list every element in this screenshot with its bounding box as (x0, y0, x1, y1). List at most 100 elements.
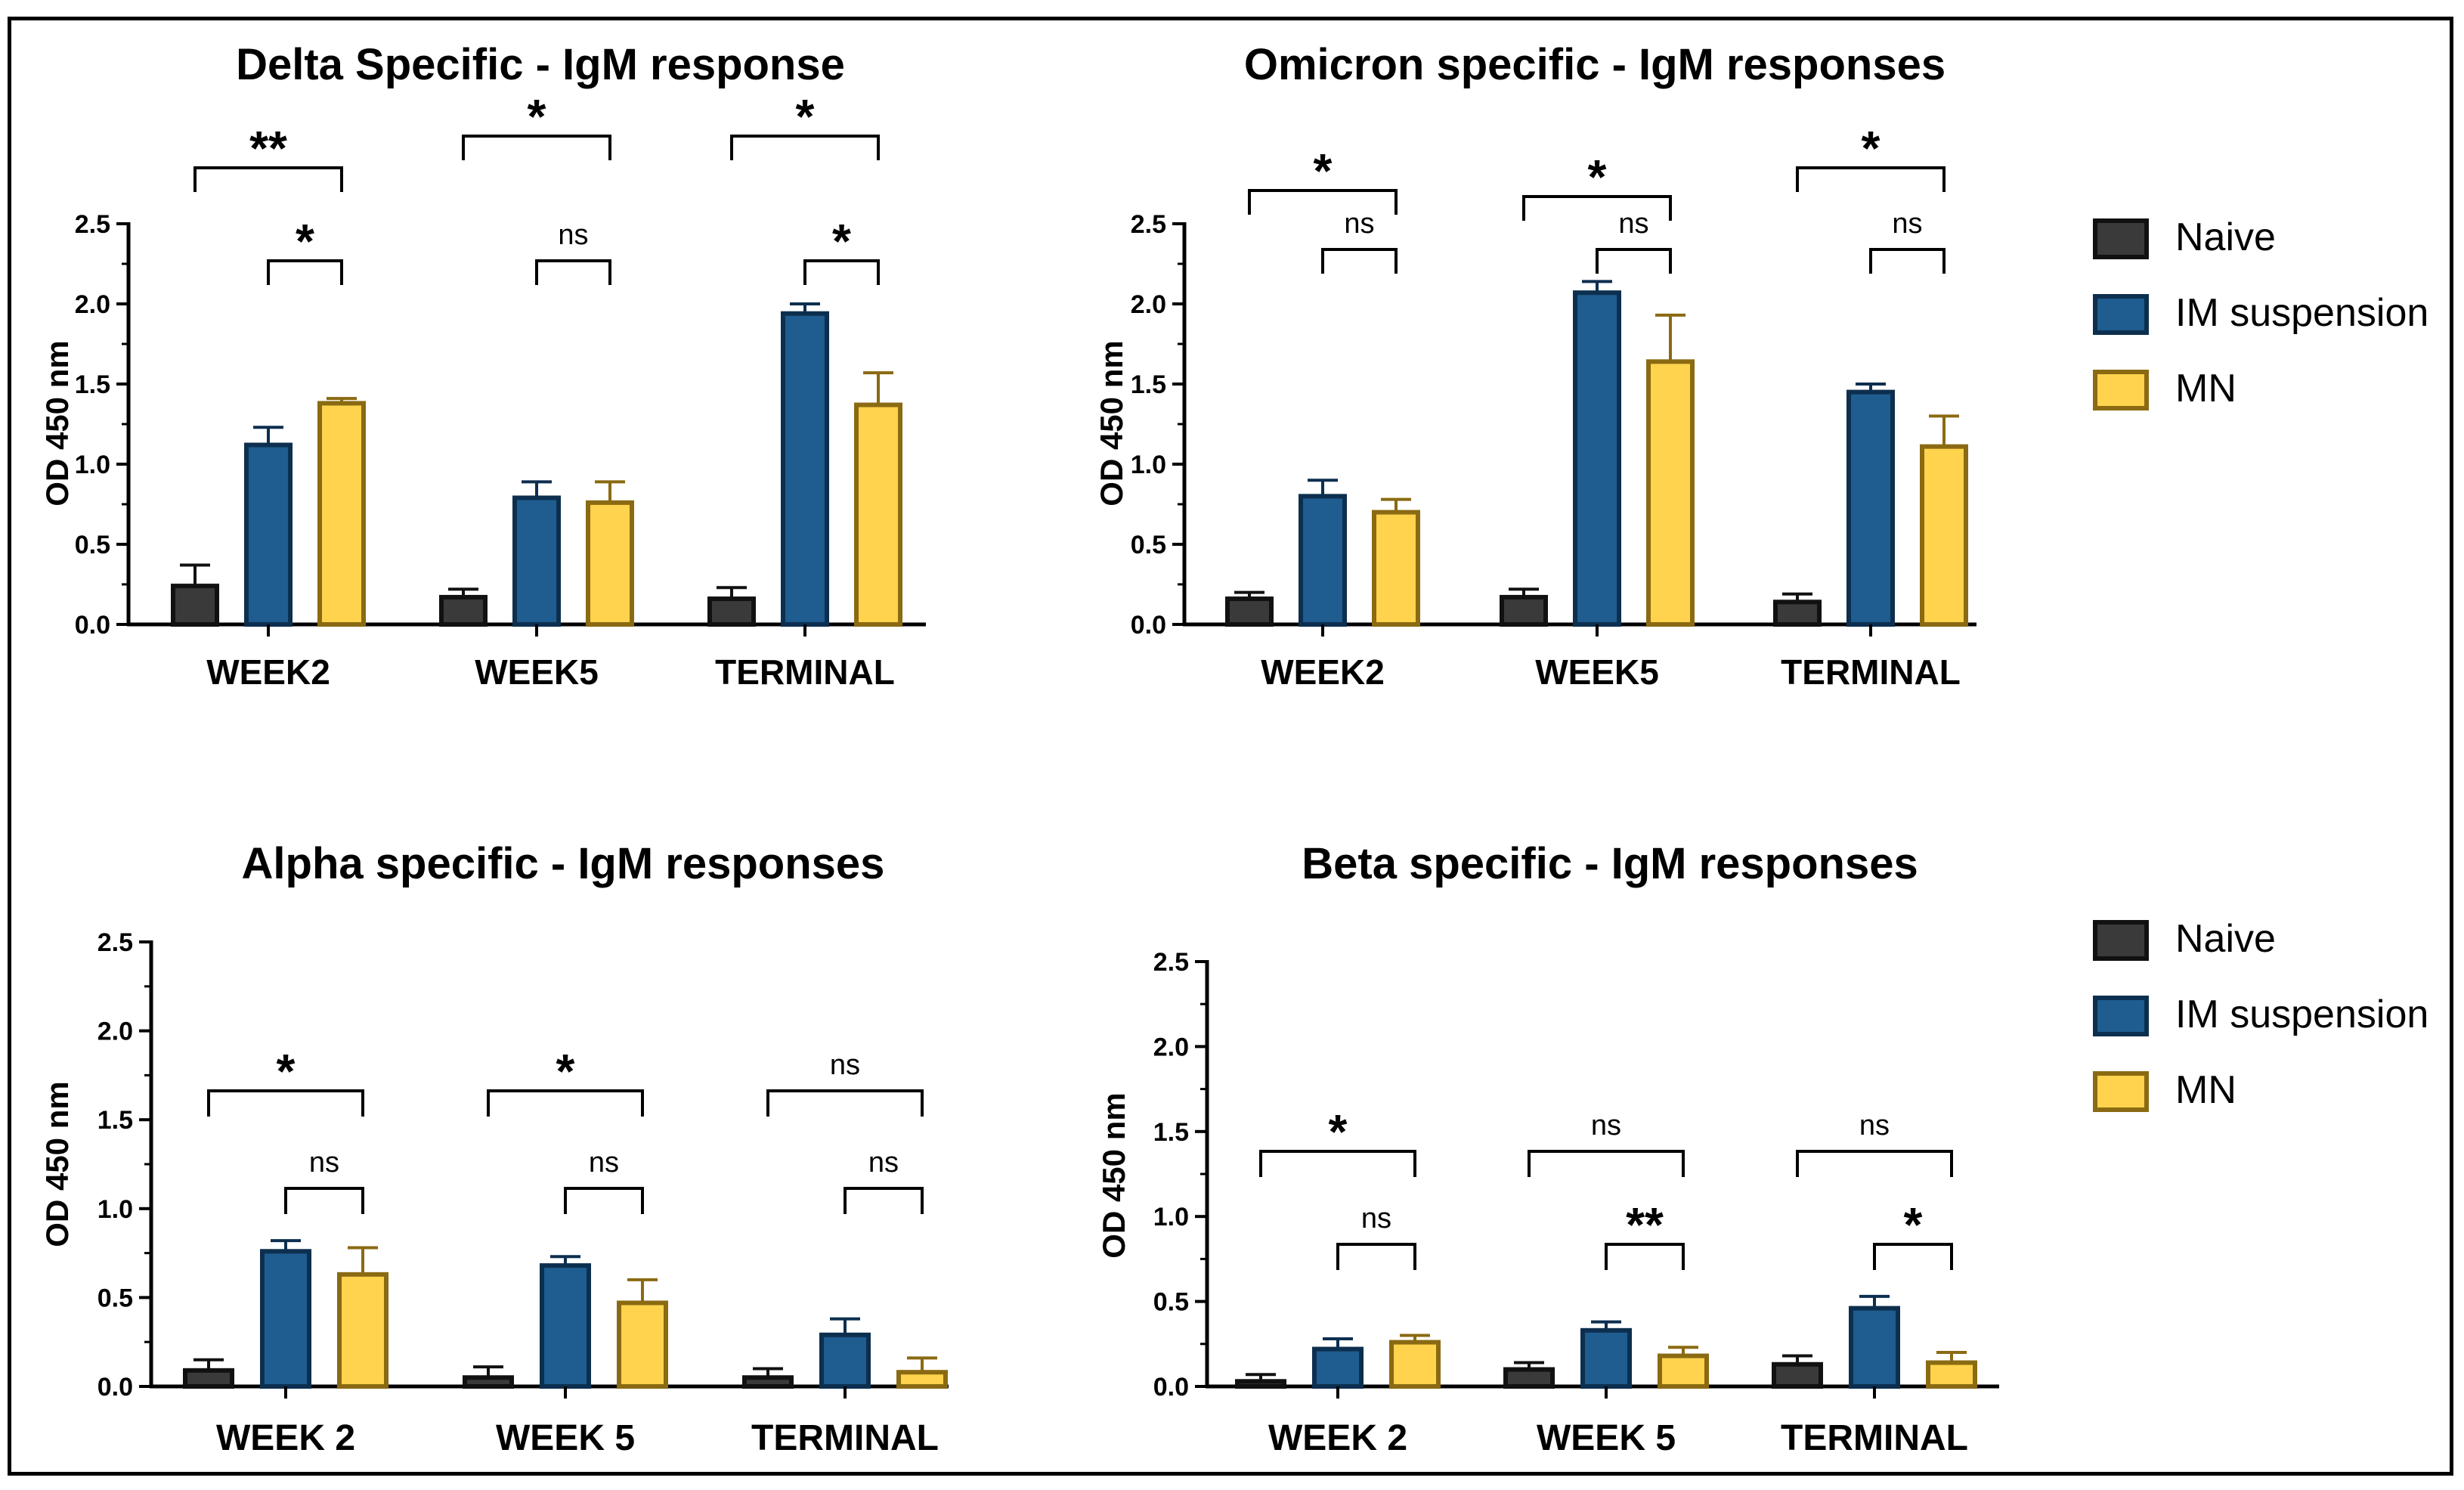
significance-label: ns (1361, 1203, 1391, 1234)
bar-mn-week5 (1646, 359, 1695, 627)
y-tick-label: 2.5 (1131, 210, 1166, 239)
bar-naive-terminal (707, 596, 756, 627)
significance-bracket (1248, 189, 1398, 215)
significance-label: * (1329, 1104, 1348, 1159)
significance-bracket (1321, 248, 1398, 274)
bar-naive-week5 (1500, 594, 1548, 627)
bar-im-suspension-week2 (1299, 494, 1347, 627)
y-tick-label: 1.5 (75, 370, 110, 399)
legend-label-im-suspension: IM suspension (2175, 291, 2428, 335)
significance-label: ** (1626, 1197, 1664, 1252)
bar-mn-week-2 (337, 1272, 388, 1389)
significance-bracket (207, 1089, 364, 1117)
bar-mn-week5 (586, 500, 634, 627)
y-tick-label: 2.0 (98, 1018, 133, 1046)
y-tick-label: 1.5 (98, 1106, 133, 1135)
y-tick-label: 1.0 (98, 1195, 133, 1224)
bar-naive-week-2 (183, 1368, 234, 1389)
significance-label: ns (1344, 208, 1374, 240)
x-category-label: WEEK 2 (216, 1418, 355, 1458)
bar-naive-terminal (1772, 1361, 1823, 1389)
bar-naive-terminal (742, 1375, 794, 1389)
legend-swatch-im-suspension (2093, 294, 2149, 335)
significance-bracket (1869, 248, 1946, 274)
y-tick-label: 2.5 (98, 928, 133, 957)
significance-label: ns (1618, 208, 1648, 240)
bar-im-suspension-terminal (1846, 389, 1895, 627)
significance-label: * (1904, 1197, 1923, 1252)
chart-title: Omicron specific - IgM responses (1244, 40, 1946, 89)
chart-title: Delta Specific - IgM response (236, 40, 845, 89)
x-category-label: WEEK2 (1261, 652, 1385, 692)
legend-swatch-mn (2093, 1071, 2149, 1112)
significance-bracket (284, 1187, 364, 1214)
significance-bracket (1522, 195, 1672, 221)
x-category-label: WEEK 5 (496, 1418, 635, 1458)
significance-bracket (1873, 1243, 1953, 1270)
x-category-label: TERMINAL (1781, 1418, 1968, 1458)
significance-bracket (193, 166, 343, 192)
y-tick-label: 0.5 (75, 531, 110, 559)
bar-naive-week2 (171, 584, 219, 627)
significance-bracket (844, 1187, 924, 1214)
significance-bracket (535, 259, 611, 285)
bar-im-suspension-terminal (819, 1332, 871, 1389)
significance-bracket (803, 259, 880, 285)
legend-label-naive: Naive (2175, 215, 2276, 259)
bar-im-suspension-week-2 (1312, 1346, 1364, 1389)
significance-bracket (1596, 248, 1672, 274)
significance-label: ns (868, 1147, 899, 1179)
significance-label: ns (589, 1147, 619, 1179)
bar-mn-terminal (1926, 1360, 1977, 1389)
y-tick-label: 0.5 (1153, 1288, 1189, 1317)
significance-label: * (528, 89, 546, 144)
significance-label: * (296, 214, 314, 268)
y-tick-label: 1.5 (1131, 370, 1166, 399)
bar-naive-week2 (1225, 596, 1274, 627)
bar-mn-week-2 (1389, 1340, 1441, 1389)
bar-im-suspension-week2 (244, 442, 293, 627)
bar-im-suspension-week5 (1573, 290, 1621, 627)
y-axis-label: OD 450 nm (1094, 340, 1129, 506)
significance-bracket (1336, 1243, 1416, 1270)
bar-mn-terminal (896, 1370, 948, 1389)
bar-naive-week5 (439, 594, 488, 627)
significance-label: * (1314, 144, 1333, 198)
bar-mn-week2 (1372, 510, 1420, 627)
bar-im-suspension-week5 (512, 495, 561, 627)
bar-mn-terminal (854, 402, 902, 627)
y-axis-label: OD 450 nm (39, 340, 75, 506)
chart-title: Beta specific - IgM responses (1302, 839, 1918, 888)
significance-label: ns (1591, 1110, 1621, 1142)
y-axis-label: OD 450 nm (1096, 1092, 1131, 1258)
x-category-label: WEEK 2 (1268, 1418, 1407, 1458)
significance-label: ** (249, 121, 287, 175)
y-tick-label: 2.0 (1131, 290, 1166, 319)
bar-naive-week-5 (1503, 1367, 1555, 1389)
significance-label: * (1588, 150, 1607, 204)
y-tick-label: 1.0 (75, 451, 110, 479)
significance-label: ns (1859, 1110, 1890, 1142)
y-tick-label: 2.5 (75, 210, 110, 239)
y-axis-label: OD 450 nm (39, 1081, 75, 1247)
legend-swatch-im-suspension (2093, 996, 2149, 1036)
bar-mn-week2 (317, 401, 366, 627)
bar-naive-week-2 (1235, 1379, 1286, 1389)
y-tick-label: 0.0 (75, 611, 110, 640)
chart-panel-alpha-specific-igm-responses: Alpha specific - IgM responses 0.0 0.5 1.0 1… (39, 839, 949, 1458)
bar-mn-week-5 (1658, 1353, 1709, 1389)
legend-label-im-suspension: IM suspension (2175, 993, 2428, 1036)
significance-bracket (487, 1089, 644, 1117)
bar-im-suspension-terminal (1849, 1306, 1900, 1389)
legend-bottom: Naive IM suspension MN (2093, 917, 2428, 1112)
significance-label: ns (558, 219, 588, 251)
chart-panel-omicron-specific-igm-responses: Omicron specific - IgM responses 0.0 0.5 1.… (1094, 40, 1976, 692)
legend-label-naive: Naive (2175, 917, 2276, 961)
chart-title: Alpha specific - IgM responses (242, 839, 885, 888)
bar-im-suspension-week-2 (260, 1249, 311, 1389)
y-tick-label: 0.0 (1131, 611, 1166, 640)
chart-panel-beta-specific-igm-responses: Beta specific - IgM responses 0.0 0.5 1.0 1.… (1096, 839, 1999, 1458)
y-tick-label: 2.5 (1153, 948, 1189, 977)
legend-swatch-naive (2093, 218, 2149, 259)
